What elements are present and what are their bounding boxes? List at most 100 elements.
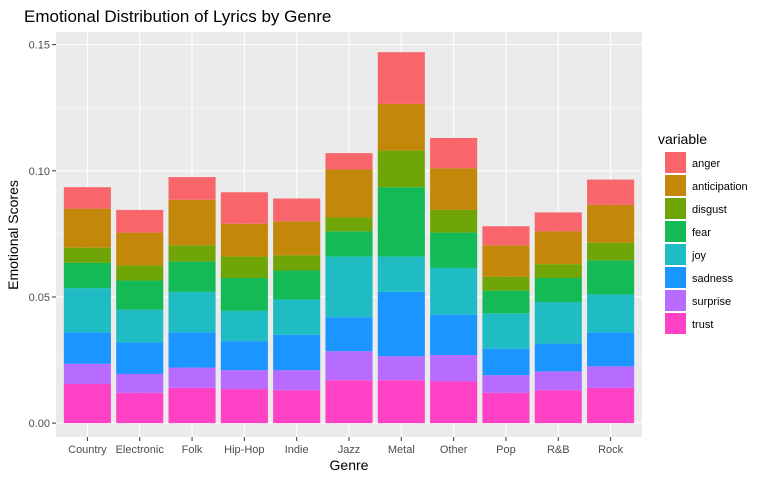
bar-electronic-joy xyxy=(116,309,164,343)
bar-stack-pop xyxy=(482,226,530,424)
bar-country-fear xyxy=(63,262,111,289)
bar-rock-surprise xyxy=(587,366,635,388)
bar-stack-folk xyxy=(168,177,216,424)
bar-indie-disgust xyxy=(273,255,321,271)
legend-label-joy: joy xyxy=(691,250,707,262)
bar-metal-joy xyxy=(377,256,425,292)
bar-stack-rock xyxy=(587,179,635,424)
x-tick-label-metal: Metal xyxy=(388,444,415,456)
legend-label-anticipation: anticipation xyxy=(692,181,748,193)
bar-r-b-anger xyxy=(534,212,582,232)
x-tick-label-indie: Indie xyxy=(285,444,309,456)
legend-label-sadness: sadness xyxy=(692,273,733,285)
bar-pop-surprise xyxy=(482,375,530,393)
bar-electronic-fear xyxy=(116,280,164,310)
bar-hip-hop-anger xyxy=(220,192,268,224)
bar-metal-sadness xyxy=(377,291,425,357)
bar-pop-anticipation xyxy=(482,245,530,277)
chart-title: Emotional Distribution of Lyrics by Genr… xyxy=(24,7,331,26)
bar-stack-hip-hop xyxy=(220,192,268,424)
legend-swatch-sadness xyxy=(665,267,686,288)
x-axis: Country Electronic Folk Hip-Hop Indie Jazz Met… xyxy=(68,437,624,456)
bar-stack-electronic xyxy=(116,209,164,424)
bar-indie-fear xyxy=(273,270,321,300)
bar-metal-anticipation xyxy=(377,103,425,151)
bar-r-b-anticipation xyxy=(534,231,582,265)
bar-country-disgust xyxy=(63,247,111,263)
bar-indie-anticipation xyxy=(273,221,321,256)
bar-electronic-sadness xyxy=(116,342,164,374)
bar-other-joy xyxy=(430,267,478,315)
bar-r-b-joy xyxy=(534,302,582,344)
x-tick-label-jazz: Jazz xyxy=(338,444,361,456)
bar-pop-joy xyxy=(482,313,530,349)
bar-rock-anticipation xyxy=(587,204,635,243)
x-tick-label-pop: Pop xyxy=(496,444,516,456)
bar-metal-fear xyxy=(377,187,425,257)
bar-country-trust xyxy=(63,384,111,424)
bar-jazz-anger xyxy=(325,153,373,170)
y-tick-label: 0.15 xyxy=(29,40,50,52)
bar-folk-trust xyxy=(168,387,216,424)
x-tick-label-rock: Rock xyxy=(598,444,624,456)
bar-other-disgust xyxy=(430,209,478,233)
y-tick-label: 0.05 xyxy=(29,292,50,304)
bar-rock-sadness xyxy=(587,332,635,367)
bar-pop-sadness xyxy=(482,348,530,376)
y-tick-label: 0.10 xyxy=(29,166,50,178)
legend-swatch-anticipation xyxy=(665,175,686,196)
x-tick-label-r-b: R&B xyxy=(547,444,570,456)
bar-metal-surprise xyxy=(377,356,425,381)
bar-folk-sadness xyxy=(168,332,216,368)
bar-folk-joy xyxy=(168,291,216,333)
bar-country-anticipation xyxy=(63,208,111,248)
bar-hip-hop-anticipation xyxy=(220,223,268,257)
bar-r-b-disgust xyxy=(534,264,582,279)
bar-indie-joy xyxy=(273,299,321,335)
bar-country-surprise xyxy=(63,363,111,385)
bar-pop-disgust xyxy=(482,276,530,291)
bar-stack-r-b xyxy=(534,212,582,424)
bar-rock-trust xyxy=(587,387,635,424)
bar-electronic-disgust xyxy=(116,265,164,281)
legend-label-surprise: surprise xyxy=(692,296,731,308)
bar-other-anger xyxy=(430,137,478,169)
x-tick-label-electronic: Electronic xyxy=(116,444,165,456)
y-tick-label: 0.00 xyxy=(29,418,50,430)
bar-stack-jazz xyxy=(325,153,373,424)
bar-indie-sadness xyxy=(273,334,321,371)
bar-r-b-surprise xyxy=(534,371,582,391)
legend-label-fear: fear xyxy=(692,227,711,239)
bar-indie-anger xyxy=(273,198,321,222)
bar-rock-joy xyxy=(587,294,635,333)
bar-jazz-joy xyxy=(325,256,373,318)
bar-folk-anger xyxy=(168,177,216,200)
x-tick-label-folk: Folk xyxy=(182,444,203,456)
bar-r-b-sadness xyxy=(534,343,582,372)
bar-hip-hop-trust xyxy=(220,389,268,424)
bar-other-anticipation xyxy=(430,168,478,210)
bar-jazz-surprise xyxy=(325,351,373,381)
bar-electronic-trust xyxy=(116,392,164,424)
bar-hip-hop-surprise xyxy=(220,370,268,390)
bar-rock-anger xyxy=(587,179,635,205)
bar-jazz-anticipation xyxy=(325,169,373,218)
legend-swatch-surprise xyxy=(665,290,686,311)
bar-country-sadness xyxy=(63,332,111,364)
bar-folk-disgust xyxy=(168,245,216,262)
bar-folk-fear xyxy=(168,261,216,292)
bar-stack-country xyxy=(63,187,111,424)
legend-swatch-disgust xyxy=(665,198,686,219)
bar-pop-fear xyxy=(482,290,530,314)
bar-stack-metal xyxy=(377,52,425,424)
bar-country-joy xyxy=(63,288,111,333)
legend-label-trust: trust xyxy=(692,319,713,331)
bar-jazz-disgust xyxy=(325,217,373,232)
bar-jazz-fear xyxy=(325,231,373,257)
legend-swatch-joy xyxy=(665,244,686,265)
bar-jazz-sadness xyxy=(325,317,373,352)
bar-r-b-fear xyxy=(534,278,582,302)
legend-title: variable xyxy=(658,131,707,147)
